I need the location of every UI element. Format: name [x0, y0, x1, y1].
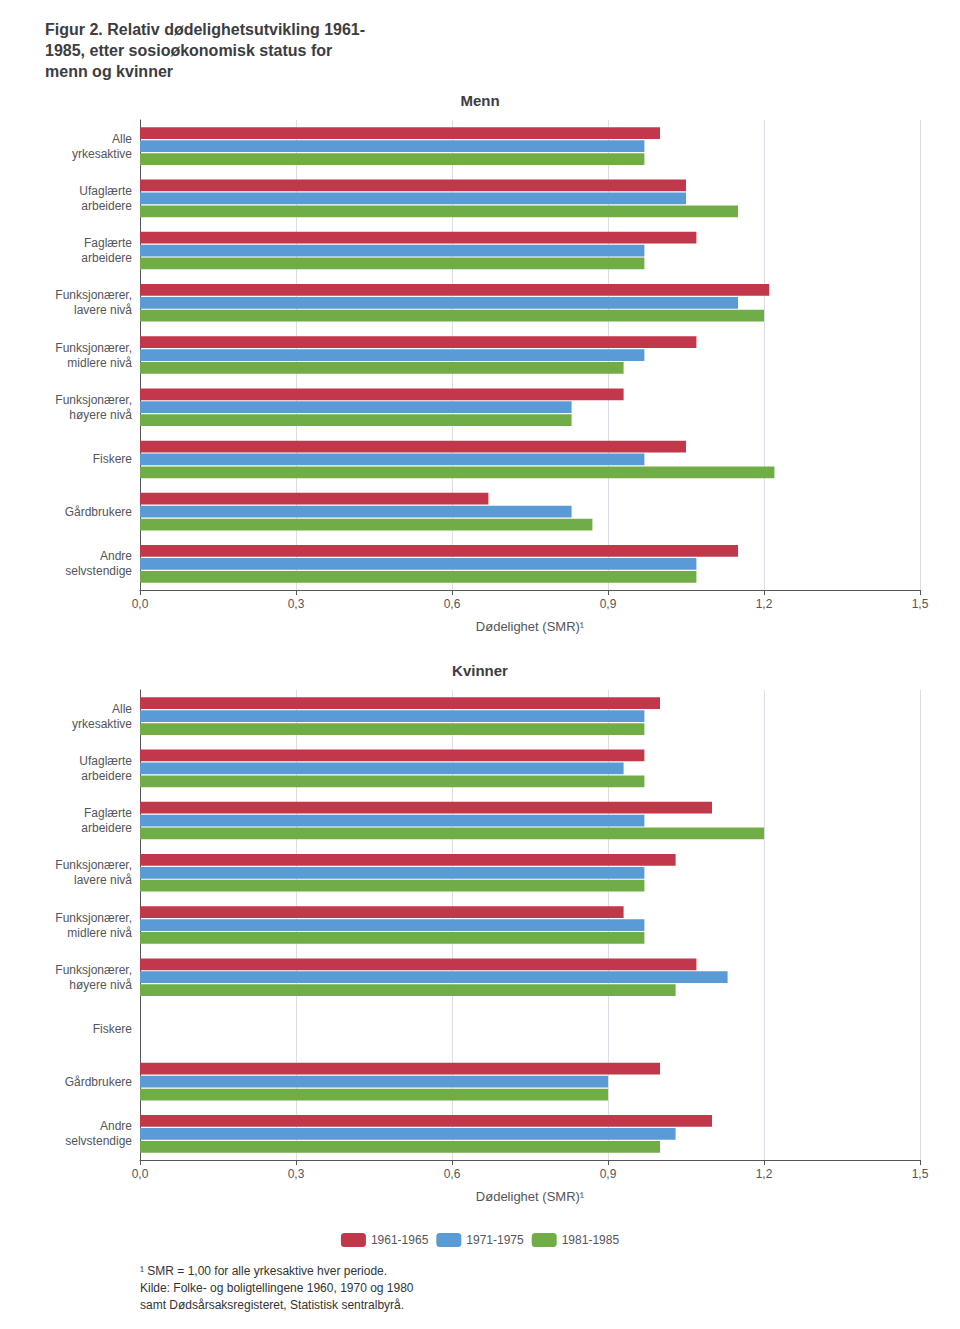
svg-text:1,2: 1,2: [756, 597, 773, 611]
svg-text:Fiskere: Fiskere: [93, 1022, 133, 1036]
svg-text:Menn: Menn: [460, 92, 499, 109]
svg-text:0,6: 0,6: [444, 1167, 461, 1181]
svg-text:yrkesaktive: yrkesaktive: [72, 147, 132, 161]
svg-text:Fiskere: Fiskere: [93, 452, 133, 466]
svg-text:Funksjonærer,: Funksjonærer,: [55, 341, 132, 355]
svg-text:Funksjonærer,: Funksjonærer,: [55, 393, 132, 407]
svg-text:arbeidere: arbeidere: [81, 769, 132, 783]
svg-text:¹ SMR = 1,00 for alle yrkesakt: ¹ SMR = 1,00 for alle yrkesaktive hver p…: [140, 1264, 387, 1278]
svg-text:samt Dødsårsaksregisteret, Sta: samt Dødsårsaksregisteret, Statistisk se…: [140, 1298, 404, 1312]
svg-text:1,2: 1,2: [756, 1167, 773, 1181]
svg-text:Ufaglærte: Ufaglærte: [79, 184, 132, 198]
svg-text:Dødelighet (SMR)¹: Dødelighet (SMR)¹: [476, 1189, 585, 1204]
svg-text:Faglærte: Faglærte: [84, 236, 132, 250]
svg-text:Alle: Alle: [112, 132, 132, 146]
svg-text:Gårdbrukere: Gårdbrukere: [65, 505, 133, 519]
svg-text:1,5: 1,5: [912, 1167, 929, 1181]
svg-text:Gårdbrukere: Gårdbrukere: [65, 1075, 133, 1089]
svg-text:Kilde: Folke- og boligtellinge: Kilde: Folke- og boligtellingene 1960, 1…: [140, 1281, 414, 1295]
svg-text:1981-1985: 1981-1985: [562, 1233, 620, 1247]
svg-text:0,9: 0,9: [600, 1167, 617, 1181]
svg-text:arbeidere: arbeidere: [81, 251, 132, 265]
svg-text:lavere nivå: lavere nivå: [74, 303, 132, 317]
svg-text:Faglærte: Faglærte: [84, 806, 132, 820]
svg-text:1961-1965: 1961-1965: [371, 1233, 429, 1247]
svg-text:0,6: 0,6: [444, 597, 461, 611]
svg-text:0,9: 0,9: [600, 597, 617, 611]
svg-text:Funksjonærer,: Funksjonærer,: [55, 963, 132, 977]
svg-text:selvstendige: selvstendige: [65, 564, 132, 578]
svg-text:arbeidere: arbeidere: [81, 199, 132, 213]
svg-text:selvstendige: selvstendige: [65, 1134, 132, 1148]
svg-text:Alle: Alle: [112, 702, 132, 716]
svg-text:0,0: 0,0: [132, 1167, 149, 1181]
svg-text:Funksjonærer,: Funksjonærer,: [55, 288, 132, 302]
svg-text:Ufaglærte: Ufaglærte: [79, 754, 132, 768]
svg-text:Andre: Andre: [100, 1119, 132, 1133]
svg-text:arbeidere: arbeidere: [81, 821, 132, 835]
svg-text:0,3: 0,3: [288, 597, 305, 611]
svg-text:yrkesaktive: yrkesaktive: [72, 717, 132, 731]
svg-text:1985, etter sosioøkonomisk sta: 1985, etter sosioøkonomisk status for: [45, 42, 332, 59]
svg-text:1971-1975: 1971-1975: [466, 1233, 524, 1247]
svg-text:0,0: 0,0: [132, 597, 149, 611]
svg-text:Dødelighet (SMR)¹: Dødelighet (SMR)¹: [476, 619, 585, 634]
svg-text:1,5: 1,5: [912, 597, 929, 611]
svg-text:lavere nivå: lavere nivå: [74, 873, 132, 887]
svg-text:Funksjonærer,: Funksjonærer,: [55, 858, 132, 872]
svg-text:midlere nivå: midlere nivå: [67, 356, 132, 370]
svg-text:Andre: Andre: [100, 549, 132, 563]
svg-text:Figur 2. Relativ dødelighetsut: Figur 2. Relativ dødelighetsutvikling 19…: [45, 21, 365, 38]
svg-text:høyere nivå: høyere nivå: [69, 978, 132, 992]
svg-text:Funksjonærer,: Funksjonærer,: [55, 911, 132, 925]
svg-text:midlere nivå: midlere nivå: [67, 926, 132, 940]
svg-text:menn og kvinner: menn og kvinner: [45, 63, 173, 80]
svg-text:Kvinner: Kvinner: [452, 662, 508, 679]
svg-text:0,3: 0,3: [288, 1167, 305, 1181]
svg-text:høyere nivå: høyere nivå: [69, 408, 132, 422]
